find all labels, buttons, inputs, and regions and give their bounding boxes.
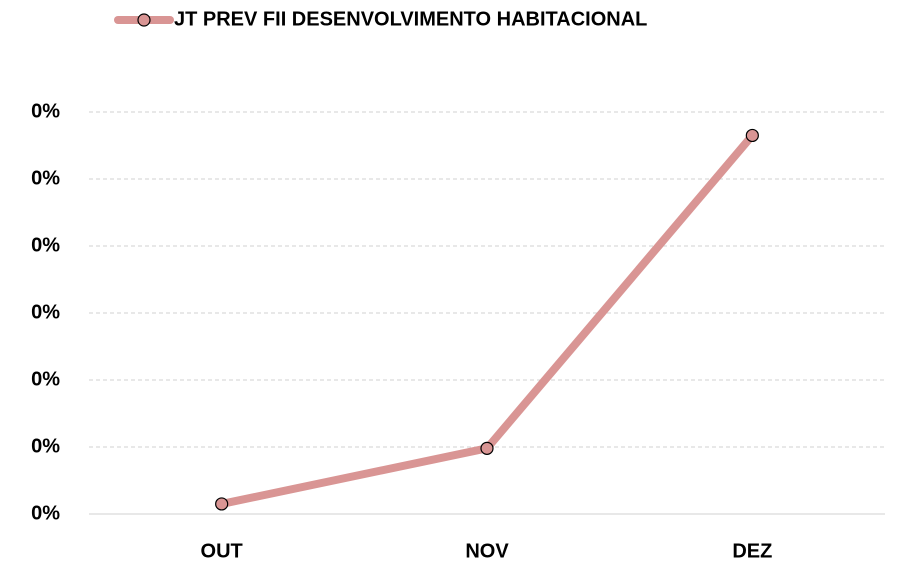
y-tick-label: 0%	[31, 167, 60, 189]
y-tick-label: 0%	[31, 368, 60, 390]
x-tick-label: NOV	[465, 540, 509, 562]
y-tick-label: 0%	[31, 234, 60, 256]
point-marker	[480, 441, 494, 455]
y-tick-label: 0%	[31, 301, 60, 323]
point-marker	[745, 128, 759, 143]
y-tick-label: 0%	[31, 100, 60, 122]
y-tick-label: 0%	[31, 435, 60, 457]
y-tick-label: 0%	[31, 502, 60, 524]
x-tick-label: DEZ	[732, 540, 772, 562]
x-tick-label: OUT	[201, 540, 243, 562]
legend-label: JT PREV FII DESENVOLVIMENTO HABITACIONAL	[174, 8, 647, 30]
point-marker	[215, 497, 229, 511]
legend-marker	[137, 13, 151, 27]
